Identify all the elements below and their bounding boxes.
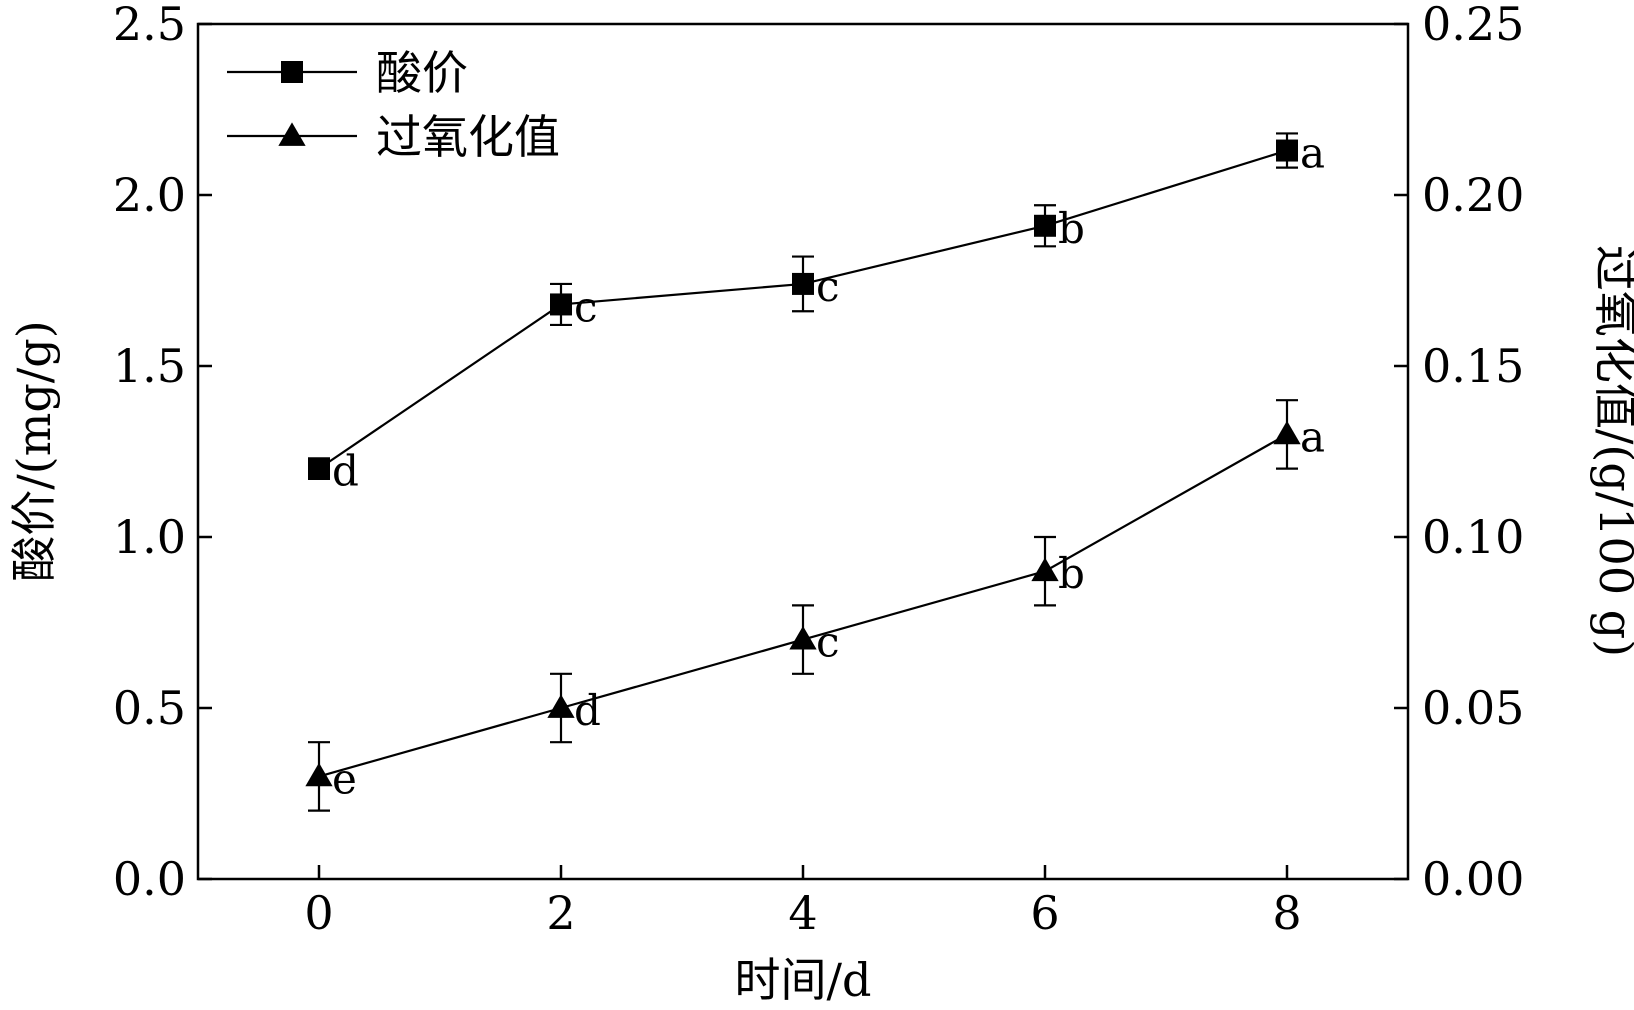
series-1-significance-label: c xyxy=(574,282,598,331)
x-tick-label: 8 xyxy=(1272,886,1301,940)
series-2-point xyxy=(547,694,575,718)
y-tick-label-left: 1.0 xyxy=(113,510,186,564)
x-tick-label: 4 xyxy=(788,886,817,940)
y-tick-label-left: 2.5 xyxy=(113,0,186,51)
x-tick-label: 6 xyxy=(1030,886,1059,940)
series-2-significance-label: a xyxy=(1300,412,1325,461)
y-tick-label-left: 0.0 xyxy=(113,852,186,906)
y-tick-label-right: 0.05 xyxy=(1422,681,1524,735)
y-tick-label-right: 0.20 xyxy=(1422,168,1524,222)
y-tick-label-right: 0.00 xyxy=(1422,852,1524,906)
series-1-point xyxy=(1034,214,1056,237)
y-tick-label-left: 1.5 xyxy=(113,339,186,393)
x-axis-title: 时间/d xyxy=(735,953,872,1007)
series-2-point xyxy=(1273,420,1301,445)
series-1-point xyxy=(1276,139,1298,162)
x-tick-label: 0 xyxy=(304,886,333,940)
legend-label: 酸价 xyxy=(376,46,468,100)
series-1-point xyxy=(792,272,814,295)
series-1-point xyxy=(550,293,572,316)
legend-label: 过氧化值 xyxy=(376,110,560,164)
series-1-significance-label: d xyxy=(332,447,359,496)
y-tick-label-right: 0.15 xyxy=(1422,339,1524,393)
series-1-significance-label: b xyxy=(1058,204,1085,253)
y-tick-label-right: 0.25 xyxy=(1422,0,1524,51)
legend-marker xyxy=(278,122,306,146)
y-tick-label-left: 0.5 xyxy=(113,681,186,735)
series-2-significance-label: c xyxy=(816,618,840,667)
series-2-significance-label: d xyxy=(574,686,601,735)
series-2-point xyxy=(305,762,333,787)
series-1-point xyxy=(308,457,330,480)
series-1-significance-label: c xyxy=(816,262,840,311)
y-axis-title-right: 过氧化值/(g/100 g) xyxy=(1589,245,1634,657)
y-axis-title-left: 酸价/(mg/g) xyxy=(7,320,61,581)
series-2-point xyxy=(1031,557,1059,582)
series-2-point xyxy=(789,625,817,650)
plot-marks: 0 2 4 6 8 0.0 0.5 1.0 1.5 2.0 2.5 0.00 0.05 0.10 0.15 0… xyxy=(113,0,1525,940)
series-2-significance-label: b xyxy=(1058,549,1085,598)
x-tick-label: 2 xyxy=(546,886,575,940)
series-1-significance-label: a xyxy=(1300,129,1325,178)
y-tick-label-left: 2.0 xyxy=(113,168,186,222)
series-2-significance-label: e xyxy=(332,754,357,803)
y-tick-label-right: 0.10 xyxy=(1422,510,1524,564)
legend-marker xyxy=(281,61,303,83)
